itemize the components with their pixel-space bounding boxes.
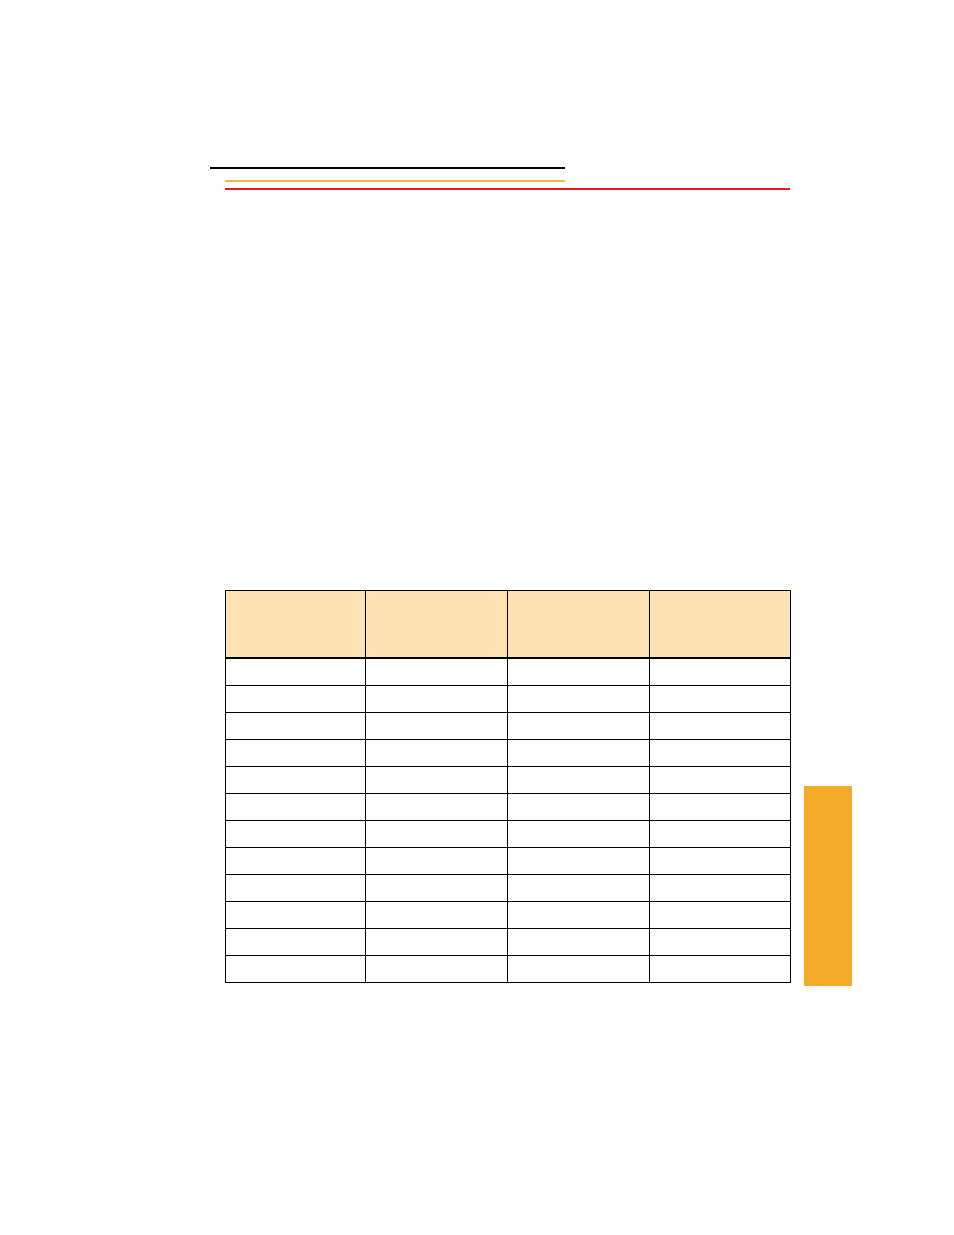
table-row: [226, 658, 791, 686]
table-cell: [508, 658, 650, 686]
table-header-cell: [508, 591, 650, 659]
table-row: [226, 902, 791, 929]
table-cell: [366, 686, 508, 713]
table-cell: [508, 848, 650, 875]
table-cell: [226, 767, 366, 794]
table-cell: [650, 713, 791, 740]
table-header-cell: [650, 591, 791, 659]
rule-yellow: [225, 180, 565, 182]
table-cell: [508, 794, 650, 821]
table-cell: [366, 821, 508, 848]
table-row: [226, 686, 791, 713]
table-row: [226, 740, 791, 767]
rule-black: [210, 167, 565, 169]
table-body: [226, 658, 791, 983]
table-cell: [366, 902, 508, 929]
rule-red: [225, 188, 790, 190]
side-tab: [804, 786, 852, 986]
table-cell: [226, 713, 366, 740]
table-cell: [650, 848, 791, 875]
data-table: [225, 590, 791, 983]
table-cell: [366, 713, 508, 740]
table-cell: [650, 929, 791, 956]
table-cell: [226, 740, 366, 767]
table-cell: [508, 740, 650, 767]
table-cell: [508, 902, 650, 929]
table-cell: [650, 902, 791, 929]
table-cell: [366, 875, 508, 902]
table-cell: [650, 658, 791, 686]
table-cell: [650, 686, 791, 713]
table-row: [226, 713, 791, 740]
table-cell: [226, 686, 366, 713]
table-row: [226, 821, 791, 848]
table-row: [226, 848, 791, 875]
table-cell: [366, 929, 508, 956]
table-cell: [508, 767, 650, 794]
table-row: [226, 875, 791, 902]
table-cell: [226, 794, 366, 821]
table-cell: [650, 794, 791, 821]
table-cell: [508, 686, 650, 713]
page: [0, 0, 954, 1235]
table-cell: [226, 875, 366, 902]
table-cell: [650, 956, 791, 983]
table-cell: [226, 821, 366, 848]
table-cell: [366, 956, 508, 983]
table-row: [226, 956, 791, 983]
table-header-cell: [366, 591, 508, 659]
table-row: [226, 929, 791, 956]
table-cell: [508, 713, 650, 740]
table-row: [226, 794, 791, 821]
table-cell: [366, 848, 508, 875]
table-header-cell: [226, 591, 366, 659]
table-cell: [226, 848, 366, 875]
table-cell: [508, 956, 650, 983]
table-cell: [650, 821, 791, 848]
table-cell: [226, 658, 366, 686]
table-cell: [366, 767, 508, 794]
table-cell: [508, 929, 650, 956]
table-cell: [366, 658, 508, 686]
table-cell: [226, 902, 366, 929]
table-cell: [226, 956, 366, 983]
table-cell: [508, 875, 650, 902]
table-cell: [650, 740, 791, 767]
table-cell: [650, 767, 791, 794]
table-cell: [366, 740, 508, 767]
table-cell: [508, 821, 650, 848]
table-cell: [366, 794, 508, 821]
table-cell: [226, 929, 366, 956]
table-row: [226, 767, 791, 794]
table-header: [226, 591, 791, 659]
table-cell: [650, 875, 791, 902]
